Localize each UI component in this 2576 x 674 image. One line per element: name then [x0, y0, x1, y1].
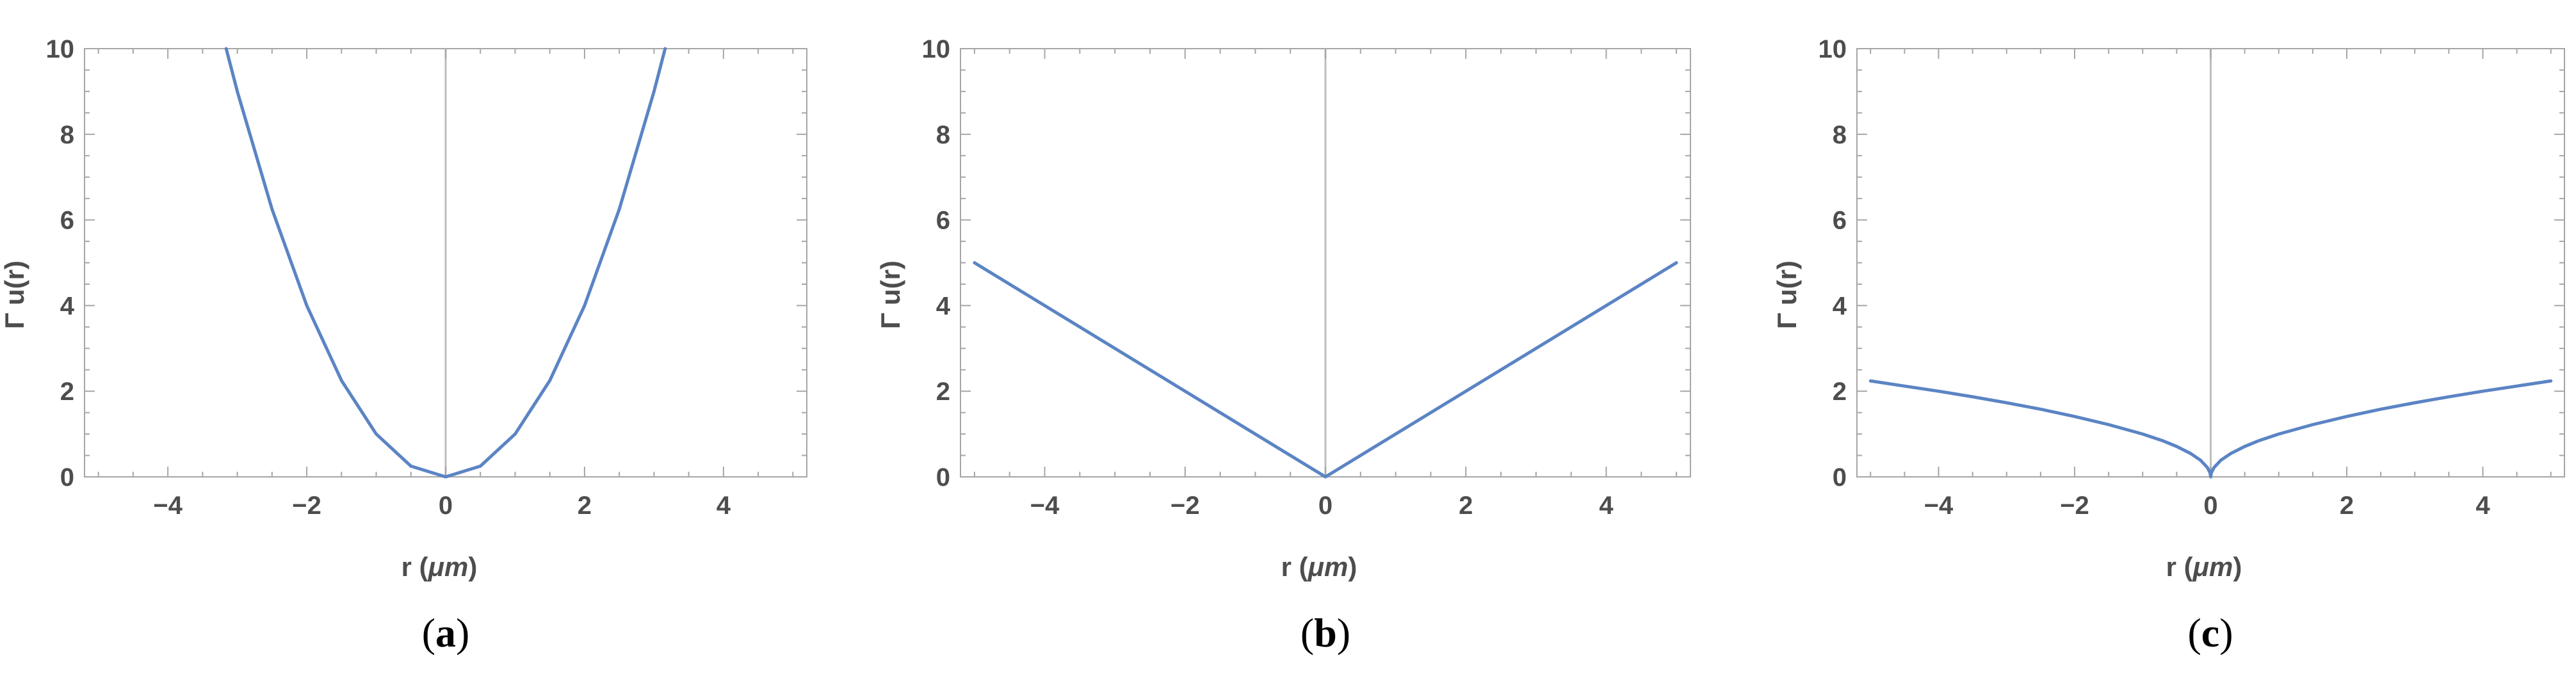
panel-label: (c) — [2187, 610, 2233, 655]
x-axis-label-unit: μm — [1308, 552, 1349, 582]
x-axis-label-unit: μm — [428, 552, 469, 582]
x-axis-label-prefix: r ( — [401, 552, 428, 582]
x-axis-label-suffix: ) — [2233, 552, 2242, 582]
y-tick-label: 4 — [1833, 292, 1847, 320]
x-axis-label-unit: μm — [2192, 552, 2233, 582]
x-tick-label: −2 — [1171, 492, 1200, 520]
x-tick-label: 4 — [2475, 492, 2490, 520]
y-tick-label: 0 — [1833, 463, 1847, 492]
x-tick-label: −2 — [292, 492, 321, 520]
panel-label-letter: b — [1314, 610, 1337, 655]
y-tick-label: 2 — [1833, 378, 1847, 406]
y-tick-label: 6 — [936, 207, 950, 235]
y-axis-label: Γ u(r) — [1772, 261, 1802, 329]
y-tick-label: 6 — [1833, 207, 1847, 235]
y-tick-label: 10 — [46, 35, 75, 63]
panel-label-open: ( — [1300, 610, 1314, 655]
chart-panel-a: −4 −2 0 2 4 0 2 4 6 8 10 r (μm) Γ u(r) (a) — [0, 35, 807, 655]
y-tick-label: 2 — [60, 378, 74, 406]
x-axis-label: r (μm) — [1281, 552, 1357, 582]
panel-label-close: ) — [1337, 610, 1350, 655]
y-tick-label: 0 — [60, 463, 74, 492]
y-tick-label: 4 — [60, 292, 75, 320]
y-tick-label: 0 — [936, 463, 950, 492]
panel-label: (a) — [422, 610, 470, 655]
panel-label: (b) — [1300, 610, 1350, 655]
x-tick-label: 0 — [1318, 492, 1333, 520]
x-axis-label: r (μm) — [401, 552, 478, 582]
x-tick-label: 2 — [578, 492, 592, 520]
x-axis-label: r (μm) — [2166, 552, 2242, 582]
y-tick-label: 10 — [922, 35, 951, 63]
y-axis-label: Γ u(r) — [0, 261, 29, 329]
y-tick-label: 8 — [936, 121, 950, 149]
y-tick-label: 6 — [60, 207, 74, 235]
x-tick-label: 2 — [1459, 492, 1473, 520]
x-tick-label: −2 — [2060, 492, 2089, 520]
panel-label-close: ) — [456, 610, 469, 655]
x-axis-label-prefix: r ( — [2166, 552, 2193, 582]
x-tick-label: −4 — [1030, 492, 1060, 520]
x-tick-label: 4 — [717, 492, 731, 520]
series-line-0 — [1868, 379, 2553, 479]
x-axis-label-prefix: r ( — [1281, 552, 1308, 582]
series-line-0 — [224, 47, 667, 479]
panel-label-letter: a — [435, 610, 456, 655]
x-tick-label: 0 — [439, 492, 453, 520]
y-tick-label: 8 — [60, 121, 74, 149]
panel-label-open: ( — [422, 610, 435, 655]
x-axis-label-suffix: ) — [1348, 552, 1357, 582]
x-tick-label: −4 — [153, 492, 182, 520]
panel-label-open: ( — [2187, 610, 2201, 655]
panel-label-close: ) — [2219, 610, 2233, 655]
x-tick-label: 2 — [2340, 492, 2354, 520]
x-tick-label: 0 — [2203, 492, 2217, 520]
x-tick-label: 4 — [1599, 492, 1614, 520]
chart-panel-c: −4 −2 0 2 4 0 2 4 6 8 10 r (μm) Γ u(r) (c) — [1772, 35, 2565, 655]
y-tick-label: 10 — [1819, 35, 1847, 63]
series-line-0 — [973, 261, 1678, 479]
y-tick-label: 2 — [936, 378, 950, 406]
y-tick-label: 8 — [1833, 121, 1847, 149]
chart-panel-b: −4 −2 0 2 4 0 2 4 6 8 10 r (μm) Γ u(r) (b) — [875, 35, 1691, 655]
panel-label-letter: c — [2201, 610, 2219, 655]
x-tick-label: −4 — [1924, 492, 1954, 520]
y-axis-label: Γ u(r) — [875, 261, 905, 329]
x-axis-label-suffix: ) — [468, 552, 477, 582]
y-tick-label: 4 — [936, 292, 951, 320]
